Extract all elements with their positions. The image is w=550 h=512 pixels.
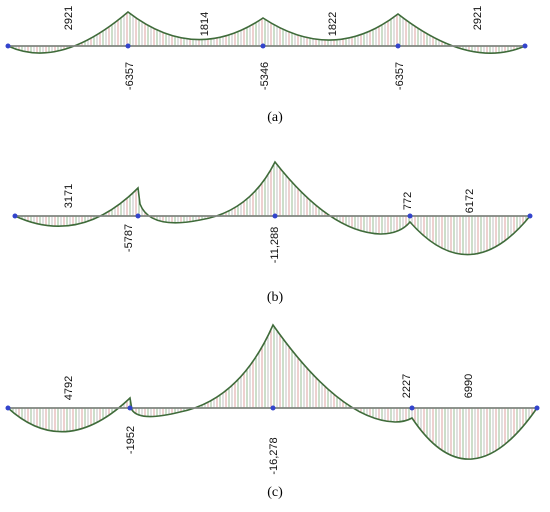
value-label: -11,288 xyxy=(269,227,281,264)
value-label: 2921 xyxy=(472,6,484,30)
value-label: 6990 xyxy=(463,374,475,398)
support xyxy=(5,43,11,49)
value-label: 2227 xyxy=(401,374,413,398)
support xyxy=(527,213,533,219)
value-label: 2921 xyxy=(63,6,75,30)
value-label: 3171 xyxy=(63,184,75,208)
value-label: -1952 xyxy=(125,426,137,454)
support xyxy=(272,213,278,219)
support xyxy=(534,405,540,411)
moment-curve xyxy=(5,323,539,460)
value-label: 6172 xyxy=(464,189,476,213)
value-label: -6357 xyxy=(394,62,406,90)
moment-curve xyxy=(14,160,532,256)
support xyxy=(395,43,401,49)
value-label: 1822 xyxy=(327,12,339,36)
value-label: 1814 xyxy=(199,12,211,36)
caption: (a) xyxy=(267,110,283,125)
caption: (c) xyxy=(267,485,283,500)
support xyxy=(407,213,413,219)
support xyxy=(270,405,276,411)
support xyxy=(125,43,131,49)
support xyxy=(127,405,133,411)
caption: (b) xyxy=(267,290,284,305)
value-label: -6357 xyxy=(124,62,136,90)
value-label: -16,278 xyxy=(268,437,280,474)
support xyxy=(409,405,415,411)
support xyxy=(260,43,266,49)
value-label: -5346 xyxy=(259,62,271,90)
support xyxy=(5,405,11,411)
value-label: 4792 xyxy=(63,376,75,400)
panel-a: 2921 1814 1822 2921 -6357 -5346 -6357 (a… xyxy=(5,6,528,125)
support xyxy=(522,43,528,49)
value-label: 772 xyxy=(402,192,414,210)
support xyxy=(12,213,18,219)
panel-b: 3171 -5787 -11,288 772 6172 (b) xyxy=(12,160,533,305)
moment-curve xyxy=(7,10,526,54)
panel-c: 4792 -1952 -16,278 2227 6990 (c) xyxy=(5,323,540,500)
support xyxy=(135,213,141,219)
value-label: -5787 xyxy=(123,224,135,252)
